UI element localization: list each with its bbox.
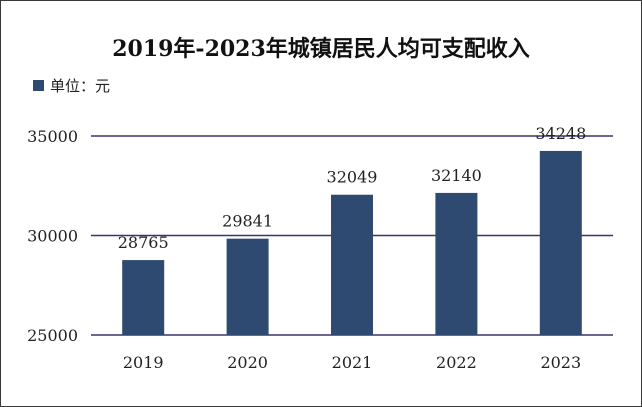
bar-2022 — [435, 192, 478, 335]
bar-2019 — [122, 260, 165, 335]
bar-2020 — [226, 238, 269, 335]
x-tick-label: 2022 — [436, 353, 477, 372]
x-tick-label: 2019 — [123, 353, 164, 372]
y-tick-label: 35000 — [27, 127, 78, 146]
data-label: 32049 — [327, 168, 378, 187]
unit-label: 单位：元 — [50, 77, 111, 95]
bar-2023 — [539, 150, 582, 335]
x-tick-label: 2023 — [540, 353, 581, 372]
y-tick-label: 25000 — [27, 326, 78, 345]
x-tick-label: 2021 — [332, 353, 373, 372]
chart-title: 2019年-2023年城镇居民人均可支配收入 — [112, 36, 530, 62]
legend-square-icon — [33, 80, 44, 91]
data-label: 29841 — [222, 212, 273, 231]
y-tick-label: 30000 — [27, 227, 78, 246]
data-label: 28765 — [118, 233, 169, 252]
bar-2021 — [331, 194, 373, 335]
x-tick-label: 2020 — [227, 353, 268, 372]
data-label: 32140 — [431, 166, 482, 185]
data-label: 34248 — [535, 124, 586, 143]
unit-legend: 单位：元 — [33, 75, 110, 96]
